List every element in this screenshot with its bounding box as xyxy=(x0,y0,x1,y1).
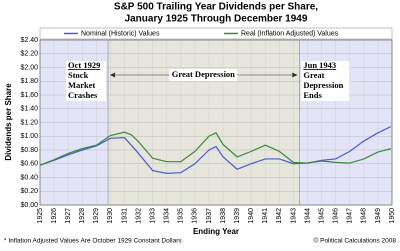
y-tick-label: $0.40 xyxy=(20,174,38,181)
x-tick-label: 1927 xyxy=(65,208,72,224)
x-tick-label: 1933 xyxy=(149,208,156,224)
credit: © Political Calculations 2008 xyxy=(314,237,397,245)
y-tick-label: $0.00 xyxy=(20,202,38,209)
annotation-box xyxy=(301,61,350,101)
x-tick-label: 1932 xyxy=(135,208,142,224)
x-tick-label: 1941 xyxy=(262,208,269,224)
annotation: Market xyxy=(68,80,96,90)
annotation: Oct 1929 xyxy=(68,60,100,70)
x-tick-label: 1928 xyxy=(79,208,86,224)
annotation: Great xyxy=(303,70,324,80)
x-tick-label: 1931 xyxy=(121,208,128,224)
x-tick-label: 1940 xyxy=(248,208,255,224)
x-axis-label: Ending Year xyxy=(193,227,239,236)
y-tick-label: $0.80 xyxy=(20,147,38,154)
x-tick-label: 1947 xyxy=(347,208,354,224)
x-tick-label: 1926 xyxy=(51,208,58,224)
y-tick-label: $1.80 xyxy=(20,78,38,85)
plot-border xyxy=(39,39,393,206)
x-tick-label: 1930 xyxy=(107,208,114,224)
y-tick-label: $1.40 xyxy=(20,106,38,113)
x-tick-label: 1945 xyxy=(318,208,325,224)
chart-title: January 1925 Through December 1949 xyxy=(125,14,308,25)
x-tick-label: 1937 xyxy=(206,208,213,224)
y-tick-label: $1.60 xyxy=(20,92,38,99)
legend xyxy=(39,27,393,40)
x-tick-label: 1949 xyxy=(375,208,382,224)
x-tick-label: 1929 xyxy=(93,208,100,224)
y-tick-label: $2.20 xyxy=(20,51,38,58)
x-tick-label: 1950 xyxy=(389,208,396,224)
annotation: Depression xyxy=(303,80,343,90)
x-tick-label: 1934 xyxy=(164,208,171,224)
legend-label: Real (Inflation Adjusted) Values xyxy=(241,31,339,38)
y-tick-label: $1.00 xyxy=(20,133,38,140)
legend-label: Nominal (Historic) Values xyxy=(81,31,160,38)
x-tick-label: 1948 xyxy=(361,208,368,224)
annotation: Ends xyxy=(303,90,322,100)
x-tick-label: 1938 xyxy=(220,208,227,224)
footnote: * Inflation Adjusted Values Are October … xyxy=(4,238,182,245)
x-tick-label: 1946 xyxy=(333,208,340,224)
y-tick-label: $0.60 xyxy=(20,161,38,168)
y-tick-label: $2.40 xyxy=(20,37,38,44)
x-tick-label: 1925 xyxy=(37,208,44,224)
x-tick-label: 1935 xyxy=(178,208,185,224)
x-tick-label: 1936 xyxy=(192,208,199,224)
y-axis-label: Dividends per Share xyxy=(4,83,13,161)
series-line xyxy=(39,126,392,174)
annotation-box xyxy=(169,69,238,81)
x-tick-label: 1943 xyxy=(290,208,297,224)
x-tick-label: 1939 xyxy=(234,208,241,224)
y-tick-label: $0.20 xyxy=(20,188,38,195)
annotation: Crashes xyxy=(68,90,98,100)
annotation: Stock xyxy=(68,70,89,80)
x-tick-label: 1944 xyxy=(304,208,311,224)
annotation-box xyxy=(66,61,107,101)
chart-title: S&P 500 Trailing Year Dividends per Shar… xyxy=(114,2,318,13)
annotation: Jun 1943 xyxy=(303,60,336,70)
annotation: Great Depression xyxy=(172,69,235,79)
x-tick-label: 1942 xyxy=(276,208,283,224)
y-tick-label: $1.20 xyxy=(20,119,38,126)
series-line xyxy=(39,131,392,166)
y-tick-label: $2.00 xyxy=(20,64,38,71)
